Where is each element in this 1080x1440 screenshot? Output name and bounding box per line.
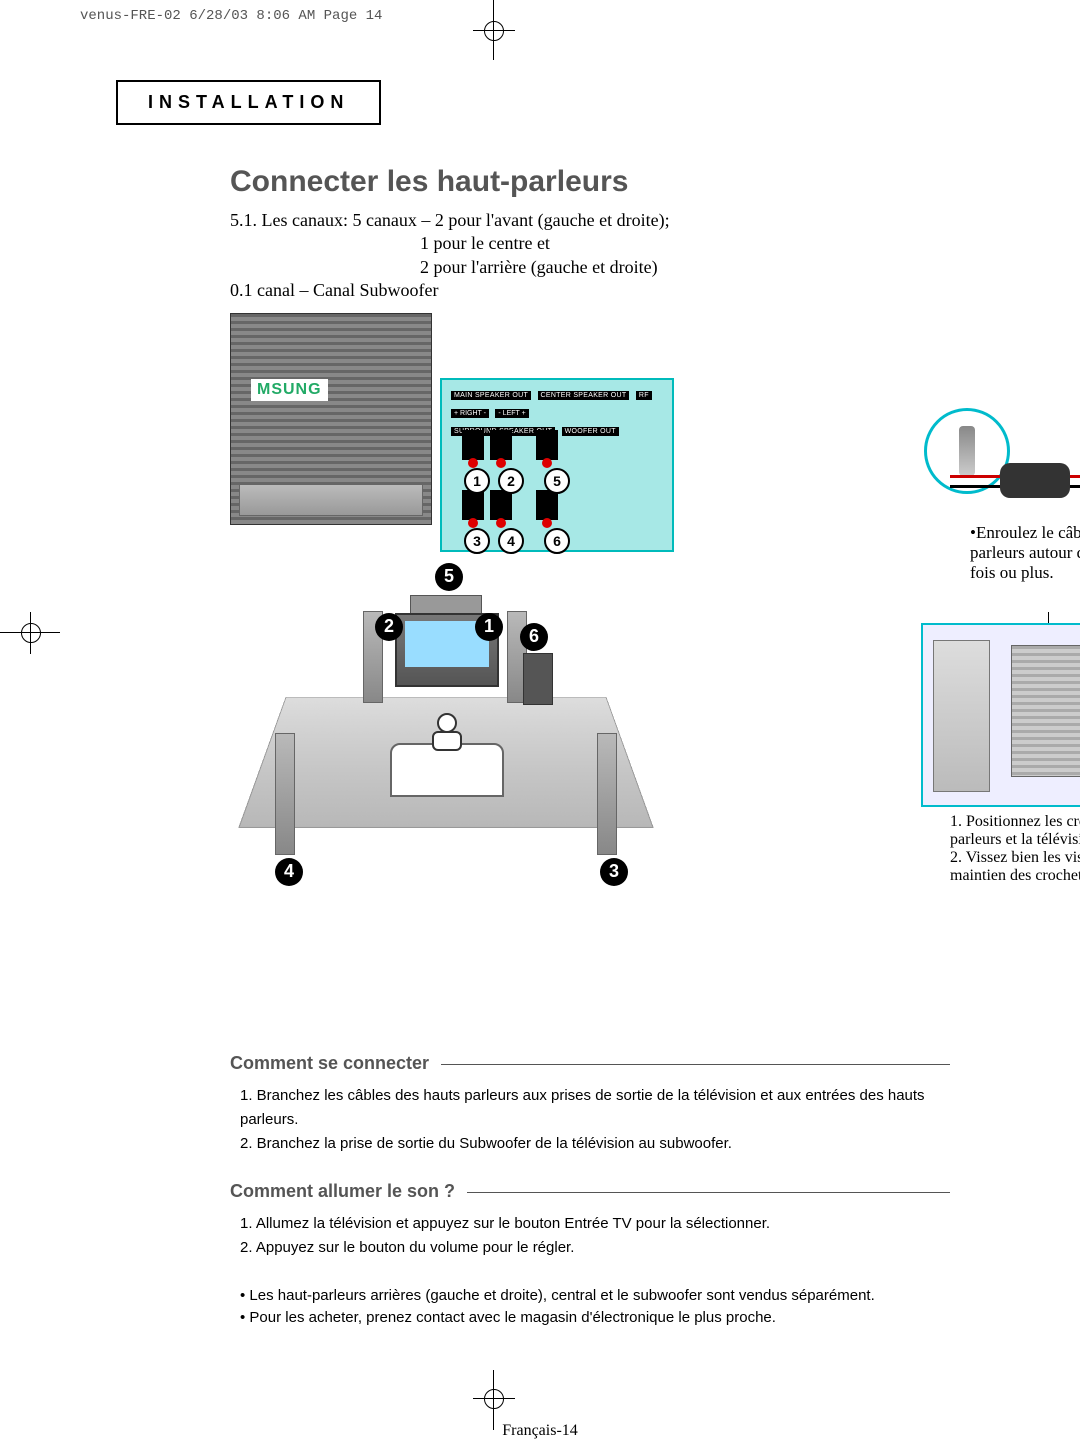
room-number-2: 2 <box>375 613 403 641</box>
callout-number-5: 5 <box>544 468 570 494</box>
crop-mark <box>484 1389 504 1409</box>
bracket-mounting-zoom: SAMSUNG <box>921 623 1080 807</box>
room-number-1: 1 <box>475 613 503 641</box>
intro-line: 1 pour le centre et <box>420 232 950 255</box>
page-title: Connecter les haut-parleurs <box>230 165 950 199</box>
center-speaker <box>410 595 482 615</box>
connector-labels: MAIN SPEAKER OUT CENTER SPEAKER OUT RF +… <box>450 384 664 424</box>
room-number-4: 4 <box>275 858 303 886</box>
sofa <box>390 743 504 797</box>
label-left: - LEFT + <box>495 409 528 418</box>
footnote: • Pour les acheter, prenez contact avec … <box>240 1307 950 1330</box>
connector-panel-zoom: MAIN SPEAKER OUT CENTER SPEAKER OUT RF +… <box>440 378 674 552</box>
connect-header: Comment se connecter <box>230 1053 441 1074</box>
callout-number-6: 6 <box>544 528 570 554</box>
sound-step: 2. Appuyez sur le bouton du volume pour … <box>240 1236 950 1260</box>
bracket-step: 1. Positionnez les crochets sur les haut… <box>950 813 1080 849</box>
intro-line: 0.1 canal – Canal Subwoofer <box>230 279 950 302</box>
speaker-terminal <box>490 490 512 520</box>
bracket-speaker <box>933 640 990 792</box>
room-layout-illustration: 5 2 1 6 4 3 <box>245 583 645 863</box>
section-label: INSTALLATION <box>148 92 349 112</box>
crop-mark <box>21 623 41 643</box>
bracket-step: 2. Vissez bien les vis pour assurer le m… <box>950 849 1080 885</box>
room-number-5: 5 <box>435 563 463 591</box>
label-woofer-out: WOOFER OUT <box>562 427 619 436</box>
sound-step: 1. Allumez la télévision et appuyez sur … <box>240 1212 950 1236</box>
sound-steps: 1. Allumez la télévision et appuyez sur … <box>240 1212 950 1260</box>
rear-left-speaker <box>275 733 295 855</box>
footer-page-number: 14 <box>562 1422 578 1439</box>
room-number-3: 3 <box>600 858 628 886</box>
bracket-tv-back <box>1011 645 1080 777</box>
terminal-row-bottom <box>462 490 558 520</box>
cable-note-text: •Enroulez le câble des haut-parleurs aut… <box>970 523 1080 583</box>
tv-back-illustration: MSUNG <box>230 313 432 525</box>
subwoofer <box>523 653 553 705</box>
connector-strip <box>239 484 423 516</box>
room-number-6: 6 <box>520 623 548 651</box>
sound-header: Comment allumer le son ? <box>230 1181 467 1202</box>
connect-step: 2. Branchez la prise de sortie du Subwoo… <box>240 1132 950 1156</box>
label-rf: RF <box>636 391 652 400</box>
footnotes: • Les haut-parleurs arrières (gauche et … <box>240 1285 950 1330</box>
intro-line: 2 pour l'arrière (gauche et droite) <box>420 256 950 279</box>
page-footer: Français-14 <box>100 1422 980 1440</box>
print-header: venus-FRE-02 6/28/03 8:06 AM Page 14 <box>80 8 382 24</box>
connect-section: Comment se connecter 1. Branchez les câb… <box>230 1053 950 1156</box>
speaker-terminal <box>536 430 558 460</box>
footer-lang: Français- <box>502 1422 562 1439</box>
callout-number-3: 3 <box>464 528 490 554</box>
connect-steps: 1. Branchez les câbles des hauts parleur… <box>240 1084 950 1156</box>
brand-label: MSUNG <box>251 379 328 401</box>
intro-line: 5.1. Les canaux: 5 canaux – 2 pour l'ava… <box>230 209 950 232</box>
intro-text: 5.1. Les canaux: 5 canaux – 2 pour l'ava… <box>230 209 950 303</box>
speaker-terminal <box>462 430 484 460</box>
callout-number-1: 1 <box>464 468 490 494</box>
sound-section: Comment allumer le son ? 1. Allumez la t… <box>230 1181 950 1260</box>
crop-mark <box>484 21 504 41</box>
label-right: + RIGHT - <box>451 409 489 418</box>
terminal-row-top <box>462 430 558 460</box>
speaker-terminal <box>462 490 484 520</box>
bracket-instructions: 1. Positionnez les crochets sur les haut… <box>950 813 1080 885</box>
speaker-terminal <box>536 490 558 520</box>
callout-number-4: 4 <box>498 528 524 554</box>
rear-right-speaker <box>597 733 617 855</box>
callout-number-2: 2 <box>498 468 524 494</box>
person-icon <box>430 713 460 748</box>
label-center-speaker-out: CENTER SPEAKER OUT <box>538 391 630 400</box>
footnote: • Les haut-parleurs arrières (gauche et … <box>240 1285 950 1308</box>
label-main-speaker-out: MAIN SPEAKER OUT <box>451 391 531 400</box>
speaker-terminal <box>490 430 512 460</box>
connect-step: 1. Branchez les câbles des hauts parleur… <box>240 1084 950 1132</box>
ferrite-core <box>1000 463 1070 498</box>
section-box: INSTALLATION <box>116 80 381 125</box>
speaker-diagram: MSUNG MAIN SPEAKER OUT CENTER SPEAKER OU… <box>230 313 950 1053</box>
